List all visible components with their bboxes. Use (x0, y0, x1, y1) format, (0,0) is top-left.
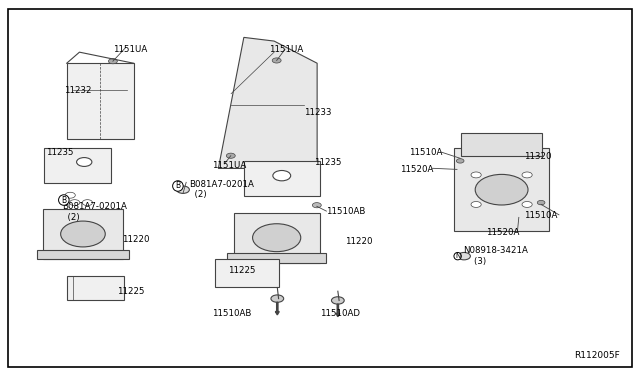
Text: 11233: 11233 (304, 108, 332, 117)
Text: 11510AB: 11510AB (326, 207, 365, 217)
Text: B: B (61, 196, 67, 205)
Circle shape (271, 295, 284, 302)
Text: 1151UA: 1151UA (212, 161, 246, 170)
FancyArrow shape (336, 304, 340, 317)
Circle shape (70, 200, 80, 206)
Text: B: B (175, 182, 180, 190)
Circle shape (77, 158, 92, 166)
Circle shape (476, 174, 528, 205)
Bar (67, 63, 134, 139)
Text: 11235: 11235 (46, 148, 74, 157)
Circle shape (332, 297, 344, 304)
Bar (43, 209, 123, 259)
Text: 11320: 11320 (524, 152, 552, 161)
Circle shape (312, 203, 321, 208)
Circle shape (83, 200, 93, 206)
Bar (67, 276, 124, 299)
Text: 11520A: 11520A (486, 228, 519, 237)
Circle shape (108, 59, 117, 64)
Circle shape (253, 224, 301, 251)
Circle shape (456, 159, 464, 163)
Polygon shape (218, 38, 317, 169)
Text: 11220: 11220 (122, 235, 150, 244)
Text: 1151UA: 1151UA (269, 45, 303, 54)
Bar (461, 134, 542, 155)
Bar (227, 253, 326, 263)
Circle shape (522, 202, 532, 208)
Bar (44, 148, 111, 183)
Text: 11225: 11225 (228, 266, 255, 275)
Circle shape (471, 202, 481, 208)
Circle shape (65, 192, 76, 198)
FancyArrow shape (275, 302, 279, 315)
Text: B081A7-0201A
  (2): B081A7-0201A (2) (62, 202, 127, 222)
Text: 11225: 11225 (117, 287, 145, 296)
Text: 11510AB: 11510AB (212, 309, 251, 318)
Text: 11220: 11220 (346, 237, 373, 246)
Text: 11235: 11235 (314, 157, 341, 167)
Text: N: N (455, 253, 460, 259)
Bar (454, 148, 548, 231)
Text: R112005F: R112005F (573, 350, 620, 359)
Text: 11510A: 11510A (524, 211, 557, 220)
Text: 11510AD: 11510AD (320, 309, 360, 318)
Text: B081A7-0201A
  (2): B081A7-0201A (2) (189, 180, 254, 199)
Text: 11510A: 11510A (409, 148, 443, 157)
Circle shape (273, 170, 291, 181)
Text: 11520A: 11520A (399, 165, 433, 174)
Circle shape (177, 186, 189, 193)
Bar (234, 213, 320, 263)
Circle shape (471, 172, 481, 178)
Circle shape (272, 58, 281, 63)
Circle shape (458, 253, 470, 260)
Bar (244, 161, 320, 196)
Circle shape (61, 221, 105, 247)
Text: 1151UA: 1151UA (113, 45, 147, 54)
Circle shape (538, 201, 545, 205)
Text: 11232: 11232 (64, 86, 92, 94)
Text: N08918-3421A
    (3): N08918-3421A (3) (463, 247, 528, 266)
Bar (215, 259, 278, 286)
Circle shape (227, 153, 236, 158)
Bar (36, 250, 129, 259)
Circle shape (522, 172, 532, 178)
